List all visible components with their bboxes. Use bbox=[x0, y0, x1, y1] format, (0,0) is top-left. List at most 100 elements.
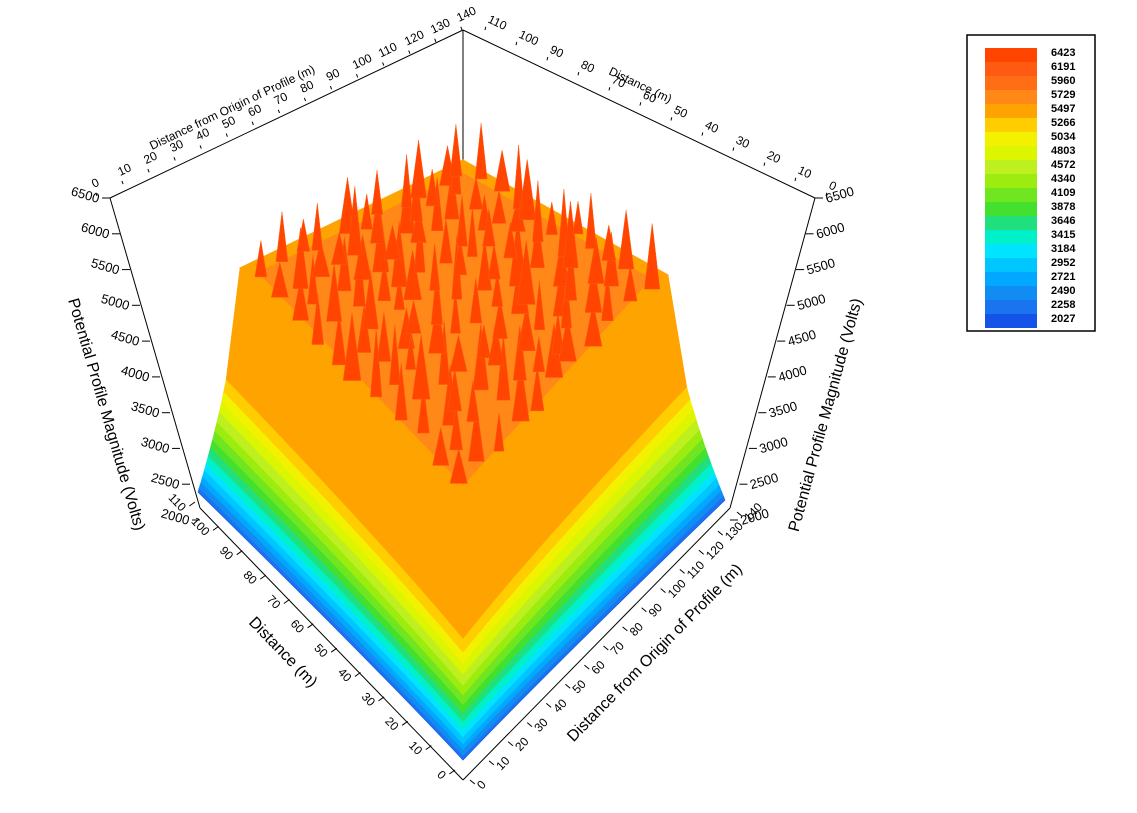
surface-spike bbox=[512, 325, 527, 381]
y-axis-front-tick-label: 90 bbox=[217, 543, 237, 563]
surface-spike bbox=[292, 227, 309, 289]
x-axis-back-tick-label: 120 bbox=[402, 27, 426, 48]
y-axis-front-tick bbox=[378, 696, 385, 702]
surface-spike bbox=[491, 271, 504, 307]
y-axis-back-tick-label: 10 bbox=[796, 163, 814, 182]
surface-spike bbox=[511, 359, 530, 422]
surface-spike bbox=[530, 218, 545, 268]
surface-spike bbox=[530, 365, 545, 412]
surface-spike bbox=[518, 159, 536, 221]
legend-label: 5034 bbox=[1051, 131, 1076, 143]
x-axis-back-tick bbox=[356, 74, 359, 78]
x-axis-front-tick-label: 80 bbox=[627, 619, 647, 639]
legend-label: 3184 bbox=[1051, 243, 1076, 255]
surface-spike bbox=[401, 154, 413, 208]
surface-spike bbox=[584, 302, 603, 347]
legend-label: 5266 bbox=[1051, 117, 1075, 129]
surface-spike bbox=[275, 211, 289, 262]
x-axis-front-tick bbox=[565, 683, 571, 689]
y-axis-back-tick-label: 90 bbox=[548, 42, 566, 61]
y-axis-front-tick bbox=[307, 623, 314, 629]
z-axis-left-tick-label: 5500 bbox=[89, 255, 121, 277]
surface-spike bbox=[411, 334, 431, 400]
x-axis-front-tick bbox=[545, 703, 552, 708]
legend-swatch bbox=[985, 118, 1037, 132]
surface-spike bbox=[430, 266, 443, 325]
legend-label: 5497 bbox=[1051, 103, 1075, 115]
legend-swatch bbox=[985, 76, 1037, 90]
axis-ticks: 0102030405060708090100110120130140010203… bbox=[69, 3, 855, 792]
surface-layer bbox=[197, 123, 726, 761]
y-axis-back-tick-label: 20 bbox=[765, 148, 783, 167]
surface-spike bbox=[450, 289, 461, 334]
y-axis-front-tick bbox=[425, 745, 432, 751]
y-axis-back-tick-label: 40 bbox=[703, 118, 721, 137]
x-axis-front-tick bbox=[698, 549, 705, 555]
z-axis-right-tick-label: 4500 bbox=[786, 327, 818, 349]
surface-spike bbox=[410, 139, 427, 199]
y-axis-back-tick-label: 30 bbox=[734, 133, 752, 152]
y-axis-front-tick-label: 70 bbox=[264, 592, 284, 612]
z-axis-left-tick-label: 2000 bbox=[159, 505, 191, 527]
surface-spike bbox=[474, 123, 488, 180]
surface-spike bbox=[389, 324, 401, 385]
x-axis-front-tick bbox=[641, 607, 647, 613]
surface-spike bbox=[496, 334, 511, 401]
legend-label: 3646 bbox=[1051, 215, 1075, 227]
legend-label: 2258 bbox=[1051, 299, 1075, 311]
x-axis-line bbox=[462, 507, 731, 781]
x-axis-back-tick bbox=[147, 168, 150, 173]
surface-spike bbox=[449, 448, 468, 484]
surface-spike bbox=[342, 312, 362, 381]
x-axis-back-tick-label: 20 bbox=[141, 148, 159, 167]
y-axis-back-tick bbox=[608, 87, 611, 91]
y-axis-back-tick bbox=[825, 192, 828, 197]
x-axis-back-tick-label: 70 bbox=[272, 89, 290, 108]
x-axis-front-tick bbox=[736, 511, 743, 517]
legend-label: 5960 bbox=[1051, 75, 1075, 87]
surface-spike bbox=[623, 265, 638, 302]
z-axis-right-tick-label: 2000 bbox=[739, 505, 771, 527]
surface-spike bbox=[491, 190, 507, 224]
x-axis-front-tick-label: 90 bbox=[646, 600, 666, 620]
surface-spike bbox=[516, 240, 536, 305]
surface-spike bbox=[405, 300, 422, 334]
legend-swatch bbox=[985, 202, 1037, 216]
z-axis-right-tick-label: 4000 bbox=[776, 362, 808, 384]
x-axis-front-tick bbox=[660, 588, 666, 593]
x-axis-front-tick bbox=[469, 779, 476, 785]
x-axis-back-tick bbox=[225, 133, 228, 137]
y-axis-front-tick bbox=[236, 550, 243, 556]
y-axis-front-tick bbox=[212, 525, 219, 531]
surface-spike bbox=[370, 328, 383, 398]
x-axis-back-tick bbox=[434, 38, 437, 43]
x-axis-front-tick-label: 10 bbox=[493, 753, 513, 773]
surface-spike bbox=[644, 223, 661, 290]
surface-spike bbox=[449, 405, 463, 451]
surface-spike bbox=[492, 297, 508, 339]
x-axis-front-tick bbox=[622, 626, 628, 632]
y-axis-front-tick-label: 60 bbox=[288, 617, 308, 637]
surface-spike bbox=[432, 427, 450, 466]
surface-spike bbox=[517, 304, 536, 352]
x-axis-front-tick-label: 30 bbox=[531, 715, 551, 735]
surface-spike bbox=[601, 272, 614, 321]
legend-swatch bbox=[985, 314, 1037, 328]
z-axis-right-tick-label: 3000 bbox=[758, 434, 790, 456]
surface-spike bbox=[447, 368, 462, 412]
surface-spike bbox=[292, 277, 310, 321]
surface-spike bbox=[429, 243, 441, 291]
legend-swatch bbox=[985, 132, 1037, 146]
surface-spike bbox=[370, 195, 385, 244]
z-axis-left-tick-label: 3000 bbox=[139, 434, 171, 456]
surface-spike bbox=[493, 150, 511, 192]
z-axis-line-left bbox=[109, 197, 201, 509]
y-axis-front-tick bbox=[283, 599, 290, 604]
x-axis-back-tick-label: 140 bbox=[454, 3, 478, 24]
z-axis-left-tick-label: 4000 bbox=[119, 362, 151, 384]
surface-spike bbox=[585, 193, 597, 249]
surface-spike bbox=[403, 249, 422, 300]
surface-spike bbox=[330, 232, 348, 265]
y-axis-back-tick-label: 100 bbox=[517, 27, 541, 48]
legend-label: 2952 bbox=[1051, 257, 1075, 269]
